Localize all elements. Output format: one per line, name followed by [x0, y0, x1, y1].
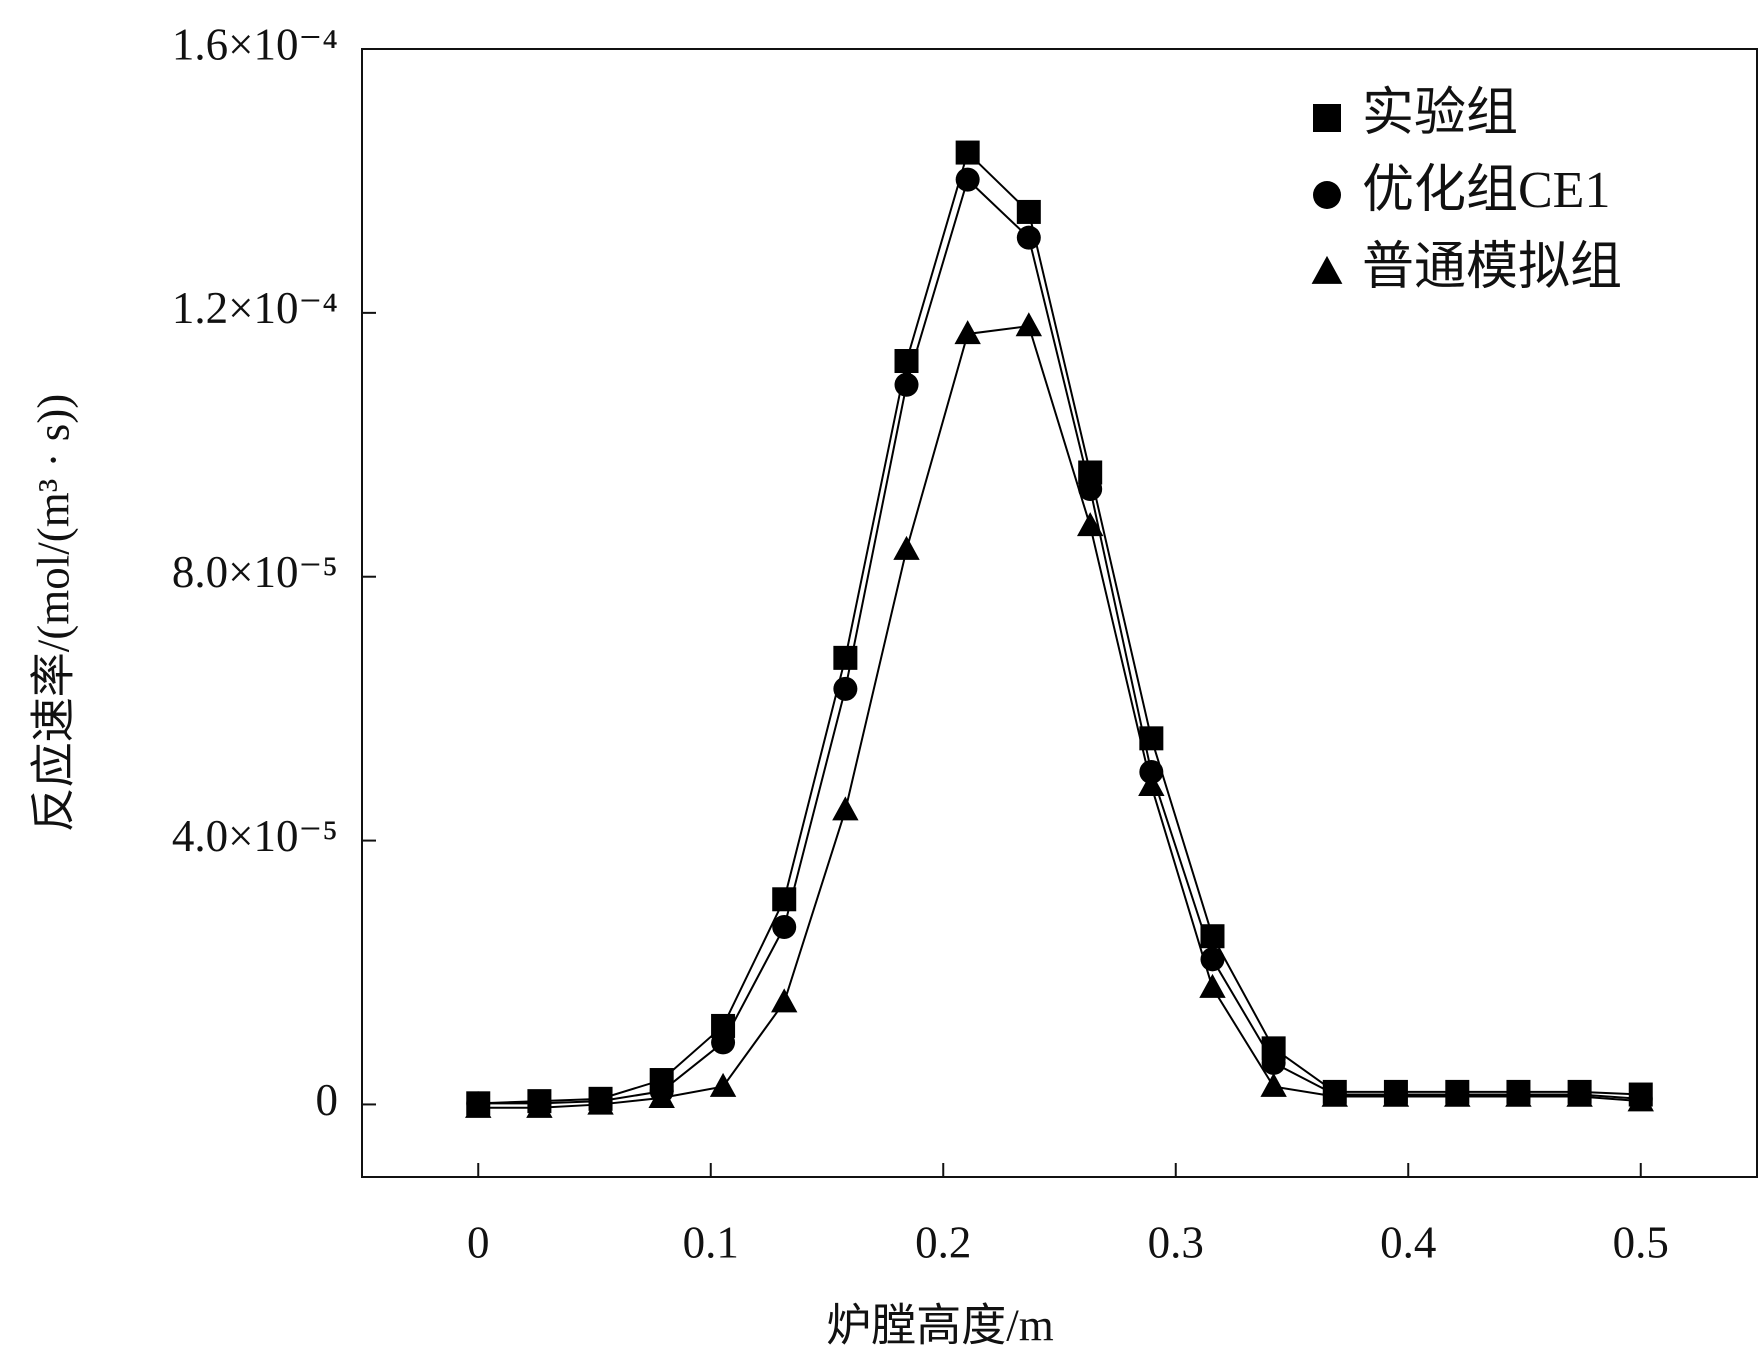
legend-label: 优化组CE1: [1362, 162, 1610, 219]
marker-triangle: [587, 1090, 614, 1115]
marker-circle: [955, 167, 980, 192]
marker-triangle: [1444, 1082, 1471, 1107]
marker-circle: [894, 372, 919, 397]
marker-triangle: [832, 796, 859, 821]
x-tick-label: 0.3: [1148, 1217, 1204, 1267]
marker-circle: [1139, 759, 1164, 784]
marker-triangle: [1015, 312, 1043, 337]
marker-circle: [1016, 225, 1041, 250]
marker-triangle: [771, 988, 798, 1013]
series-line: [478, 177, 1641, 1105]
marker-square: [955, 140, 980, 165]
marker-square: [1313, 104, 1341, 132]
x-tick-label: 0: [467, 1217, 490, 1267]
marker-circle: [772, 914, 797, 939]
marker-square: [1016, 199, 1041, 224]
marker-circle: [833, 676, 858, 701]
y-tick-label: 4.0×10⁻⁵: [172, 811, 338, 861]
marker-triangle: [1627, 1087, 1654, 1112]
marker-triangle: [648, 1084, 675, 1109]
marker-circle: [1261, 1050, 1286, 1075]
y-tick-label: 1.6×10⁻⁴: [172, 19, 338, 69]
x-tick-label: 0.4: [1380, 1217, 1436, 1267]
marker-triangle: [1321, 1082, 1348, 1107]
plot-frame: [361, 48, 1758, 1178]
marker-triangle: [709, 1072, 737, 1097]
series-line: [478, 324, 1641, 1109]
y-tick-label: 8.0×10⁻⁵: [172, 547, 338, 597]
x-tick-label: 0.2: [915, 1217, 971, 1267]
marker-triangle: [1311, 255, 1343, 284]
x-axis-title: 炉膛高度/m: [826, 1300, 1054, 1350]
marker-square: [894, 349, 919, 374]
legend-label: 实验组: [1362, 85, 1518, 142]
x-tick-label: 0.5: [1613, 1217, 1669, 1267]
marker-triangle: [954, 320, 981, 345]
legend-label: 普通模拟组: [1362, 239, 1622, 296]
y-tick-label: 1.2×10⁻⁴: [172, 283, 338, 333]
y-tick-label: 0: [316, 1075, 339, 1125]
marker-triangle: [1138, 772, 1165, 797]
marker-triangle: [1382, 1082, 1410, 1107]
marker-triangle: [465, 1093, 492, 1118]
marker-triangle: [1505, 1082, 1532, 1107]
marker-triangle: [1260, 1072, 1287, 1097]
marker-triangle: [1199, 973, 1226, 998]
marker-triangle: [1076, 512, 1104, 537]
marker-circle: [1078, 476, 1103, 501]
marker-triangle: [1566, 1082, 1593, 1107]
marker-circle: [711, 1030, 736, 1055]
x-tick-label: 0.1: [683, 1217, 739, 1267]
marker-triangle: [526, 1093, 553, 1118]
marker-triangle: [893, 535, 920, 560]
marker-circle: [1313, 181, 1341, 209]
y-axis-title: 反应速率/(mol/(m³ · s)): [28, 394, 78, 832]
